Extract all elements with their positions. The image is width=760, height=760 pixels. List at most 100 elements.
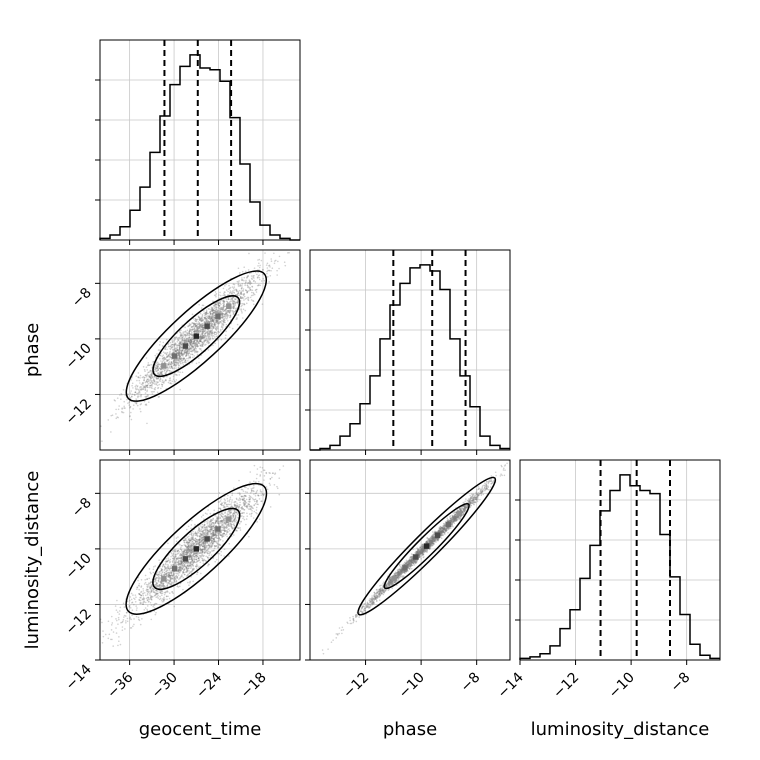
scatter-point (258, 262, 260, 265)
scatter-point (203, 525, 206, 527)
scatter-point (185, 337, 188, 340)
scatter-point (178, 354, 180, 357)
scatter-point (199, 324, 202, 327)
scatter-point (178, 560, 181, 562)
scatter-point (178, 554, 181, 557)
scatter-point (232, 307, 234, 310)
scatter-point (189, 582, 191, 584)
scatter-point (191, 570, 193, 573)
scatter-point (185, 351, 188, 353)
scatter-point (215, 304, 218, 306)
scatter-point (192, 330, 195, 333)
scatter-point (178, 357, 180, 359)
scatter-point (179, 561, 182, 563)
scatter-point (202, 330, 204, 332)
scatter-point (229, 312, 231, 314)
scatter-point (133, 618, 135, 620)
scatter-point (211, 331, 214, 334)
scatter-point (193, 327, 196, 329)
scatter-point (156, 363, 159, 366)
scatter-point (143, 386, 146, 389)
scatter-point (217, 520, 220, 523)
scatter-point (150, 588, 153, 591)
scatter-point (189, 549, 192, 552)
scatter-point (184, 351, 187, 354)
scatter-point (96, 424, 98, 426)
scatter-point (162, 573, 165, 576)
scatter-point (217, 516, 220, 519)
scatter-point (188, 555, 191, 557)
scatter-point (121, 621, 123, 624)
scatter-point (207, 509, 209, 511)
scatter-point (185, 547, 188, 549)
scatter-point (222, 318, 225, 321)
scatter-point (212, 530, 215, 532)
scatter-point (233, 286, 236, 288)
scatter-point (161, 357, 164, 360)
scatter-point (262, 494, 265, 496)
scatter-point (216, 311, 218, 313)
scatter-point (224, 313, 227, 315)
scatter-point (261, 466, 264, 469)
scatter-point (228, 555, 230, 557)
scatter-point (195, 345, 197, 348)
scatter-point (259, 475, 261, 477)
scatter-point (226, 309, 229, 312)
scatter-point (212, 524, 215, 527)
scatter-point (210, 312, 212, 315)
scatter-point (213, 549, 215, 552)
scatter-point (236, 301, 239, 304)
scatter-point (244, 282, 246, 285)
scatter-point (213, 317, 215, 320)
scatter-point (202, 559, 205, 562)
scatter-point (185, 550, 188, 552)
scatter-point (150, 596, 152, 598)
density-cell (161, 363, 167, 369)
scatter-point (142, 382, 144, 384)
scatter-point (187, 561, 190, 564)
scatter-point (224, 515, 227, 517)
scatter-point (234, 514, 237, 517)
scatter-point (256, 284, 259, 287)
scatter-point (184, 349, 187, 352)
scatter-point (171, 380, 174, 383)
scatter-point (163, 591, 166, 594)
scatter-point (222, 522, 224, 525)
scatter-point (178, 353, 180, 355)
scatter-point (249, 481, 251, 483)
scatter-point (246, 290, 249, 293)
scatter-point (177, 337, 179, 340)
scatter-point (145, 366, 148, 368)
scatter-point (191, 532, 193, 535)
scatter-point (198, 528, 201, 530)
scatter-point (196, 339, 198, 342)
scatter-point (120, 398, 122, 400)
scatter-point (194, 317, 197, 320)
scatter-point (138, 592, 141, 595)
scatter-point (174, 349, 177, 352)
scatter-point (230, 523, 233, 526)
scatter-point (202, 319, 204, 322)
scatter-point (170, 371, 172, 373)
scatter-point (186, 547, 189, 550)
scatter-point (190, 544, 192, 547)
scatter-point (231, 509, 233, 511)
scatter-point (197, 341, 200, 344)
scatter-point (229, 290, 231, 292)
scatter-point (216, 326, 218, 328)
scatter-point (169, 578, 172, 581)
scatter-point (193, 552, 196, 554)
scatter-point (190, 333, 192, 335)
scatter-point (166, 572, 168, 574)
scatter-point (181, 339, 184, 342)
scatter-point (205, 321, 208, 323)
scatter-point (198, 538, 201, 540)
scatter-point (204, 317, 207, 320)
scatter-point (211, 550, 214, 552)
scatter-point (128, 404, 131, 406)
scatter-point (235, 309, 237, 312)
scatter-point (233, 301, 236, 303)
scatter-point (191, 557, 194, 560)
scatter-point (148, 590, 150, 593)
scatter-point (222, 323, 224, 326)
